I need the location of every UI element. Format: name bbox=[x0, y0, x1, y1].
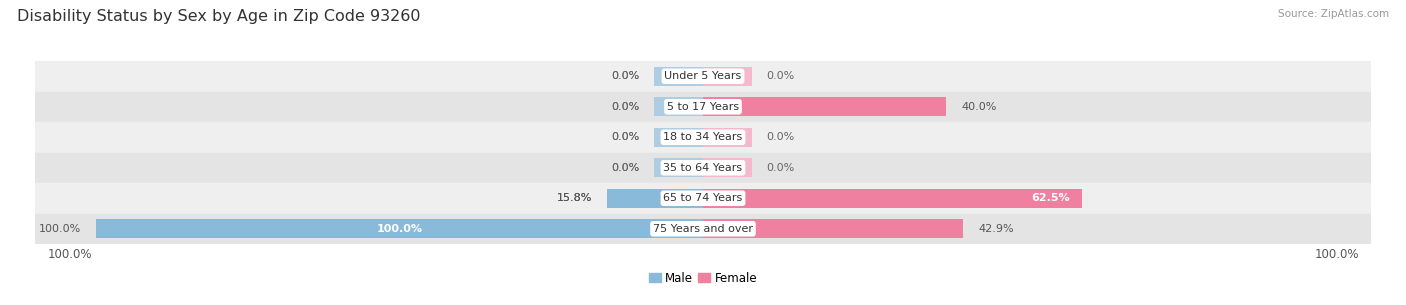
Text: Source: ZipAtlas.com: Source: ZipAtlas.com bbox=[1278, 9, 1389, 19]
Text: 0.0%: 0.0% bbox=[766, 132, 794, 142]
Text: 65 to 74 Years: 65 to 74 Years bbox=[664, 193, 742, 203]
Text: 0.0%: 0.0% bbox=[612, 102, 640, 112]
Text: 0.0%: 0.0% bbox=[612, 71, 640, 81]
Bar bbox=[35, 61, 1371, 92]
Text: Disability Status by Sex by Age in Zip Code 93260: Disability Status by Sex by Age in Zip C… bbox=[17, 9, 420, 24]
Bar bbox=[703, 67, 752, 86]
Text: Under 5 Years: Under 5 Years bbox=[665, 71, 741, 81]
Bar bbox=[96, 219, 703, 238]
Text: 62.5%: 62.5% bbox=[1032, 193, 1070, 203]
Text: 0.0%: 0.0% bbox=[612, 163, 640, 173]
Text: 42.9%: 42.9% bbox=[979, 224, 1014, 234]
Text: 0.0%: 0.0% bbox=[612, 71, 640, 81]
Text: 18 to 34 Years: 18 to 34 Years bbox=[664, 132, 742, 142]
Text: 15.8%: 15.8% bbox=[557, 193, 592, 203]
Bar bbox=[607, 189, 703, 208]
Bar bbox=[654, 189, 703, 208]
Text: 0.0%: 0.0% bbox=[612, 132, 640, 142]
Text: 75 Years and over: 75 Years and over bbox=[652, 224, 754, 234]
Text: 35 to 64 Years: 35 to 64 Years bbox=[664, 163, 742, 173]
Bar bbox=[35, 152, 1371, 183]
Text: 0.0%: 0.0% bbox=[612, 102, 640, 112]
Bar bbox=[703, 219, 752, 238]
Text: 100.0%: 100.0% bbox=[377, 224, 422, 234]
Bar bbox=[654, 67, 703, 86]
Bar bbox=[654, 158, 703, 177]
Text: 100.0%: 100.0% bbox=[48, 248, 91, 261]
Text: 0.0%: 0.0% bbox=[766, 71, 794, 81]
Text: 15.8%: 15.8% bbox=[557, 193, 592, 203]
Bar bbox=[654, 219, 703, 238]
Bar bbox=[35, 183, 1371, 214]
Text: 0.0%: 0.0% bbox=[612, 132, 640, 142]
Bar bbox=[703, 219, 963, 238]
Bar bbox=[703, 97, 946, 116]
Text: 0.0%: 0.0% bbox=[766, 163, 794, 173]
Bar bbox=[703, 97, 752, 116]
Text: 100.0%: 100.0% bbox=[38, 224, 80, 234]
Text: 100.0%: 100.0% bbox=[1315, 248, 1358, 261]
Bar bbox=[703, 128, 752, 147]
Bar bbox=[35, 92, 1371, 122]
Bar bbox=[35, 214, 1371, 244]
Bar bbox=[703, 189, 1083, 208]
Legend: Male, Female: Male, Female bbox=[644, 267, 762, 289]
Bar bbox=[703, 158, 752, 177]
Text: 0.0%: 0.0% bbox=[612, 163, 640, 173]
Text: 40.0%: 40.0% bbox=[962, 102, 997, 112]
Bar bbox=[654, 128, 703, 147]
Text: 5 to 17 Years: 5 to 17 Years bbox=[666, 102, 740, 112]
Bar bbox=[35, 122, 1371, 152]
Bar bbox=[654, 97, 703, 116]
Bar bbox=[703, 189, 752, 208]
